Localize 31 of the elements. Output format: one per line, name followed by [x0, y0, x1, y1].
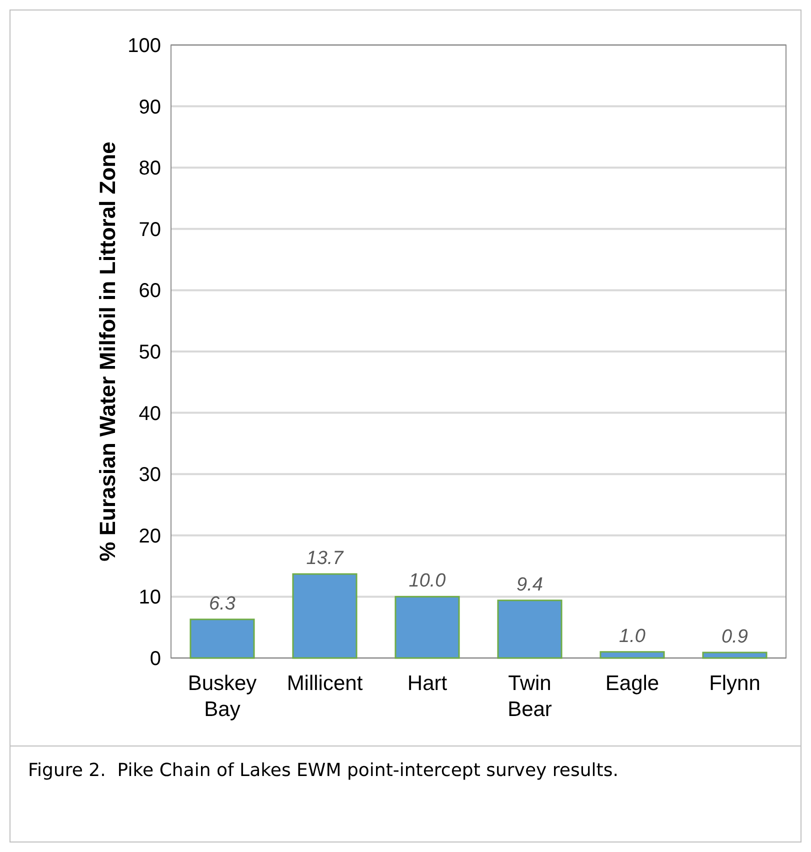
- data-label: 1.0: [619, 626, 646, 647]
- data-label: 0.9: [722, 626, 748, 648]
- bar: [394, 596, 460, 659]
- caption: Figure 2. Pike Chain of Lakes EWM point-intercept survey results.: [28, 760, 618, 781]
- y-tick-label: 50: [138, 342, 161, 364]
- y-tick-label: 80: [138, 158, 161, 180]
- y-tick-label: 40: [138, 402, 161, 425]
- y-tick-label: 90: [138, 96, 161, 118]
- y-tick-label: 20: [138, 525, 161, 548]
- y-tick-label: 70: [138, 218, 161, 241]
- y-tick-label: 30: [138, 464, 161, 486]
- bar: [702, 652, 768, 659]
- x-tick-label: Buskey Bay: [188, 672, 258, 721]
- data-label: 6.3: [209, 593, 236, 614]
- bar: [190, 618, 255, 659]
- data-label: 9.4: [516, 574, 543, 596]
- y-tick-label: 60: [138, 280, 161, 302]
- y-axis-title: % Eurasian Water Milfoil in Littoral Zone: [95, 142, 120, 562]
- data-label: 13.7: [306, 548, 345, 570]
- data-label: 10.0: [408, 570, 446, 592]
- x-tick-label: Hart: [407, 672, 448, 695]
- bar: [497, 600, 562, 659]
- bar: [600, 651, 665, 659]
- y-tick-label: 10: [138, 586, 161, 609]
- x-tick-label: Flynn: [709, 672, 760, 695]
- y-tick-label: 0: [150, 648, 161, 670]
- x-tick-label: Twin Bear: [508, 672, 552, 721]
- x-tick-label: Millicent: [286, 672, 363, 695]
- y-tick-label: 100: [128, 35, 161, 57]
- x-tick-label: Eagle: [605, 672, 660, 695]
- bar: [292, 573, 358, 659]
